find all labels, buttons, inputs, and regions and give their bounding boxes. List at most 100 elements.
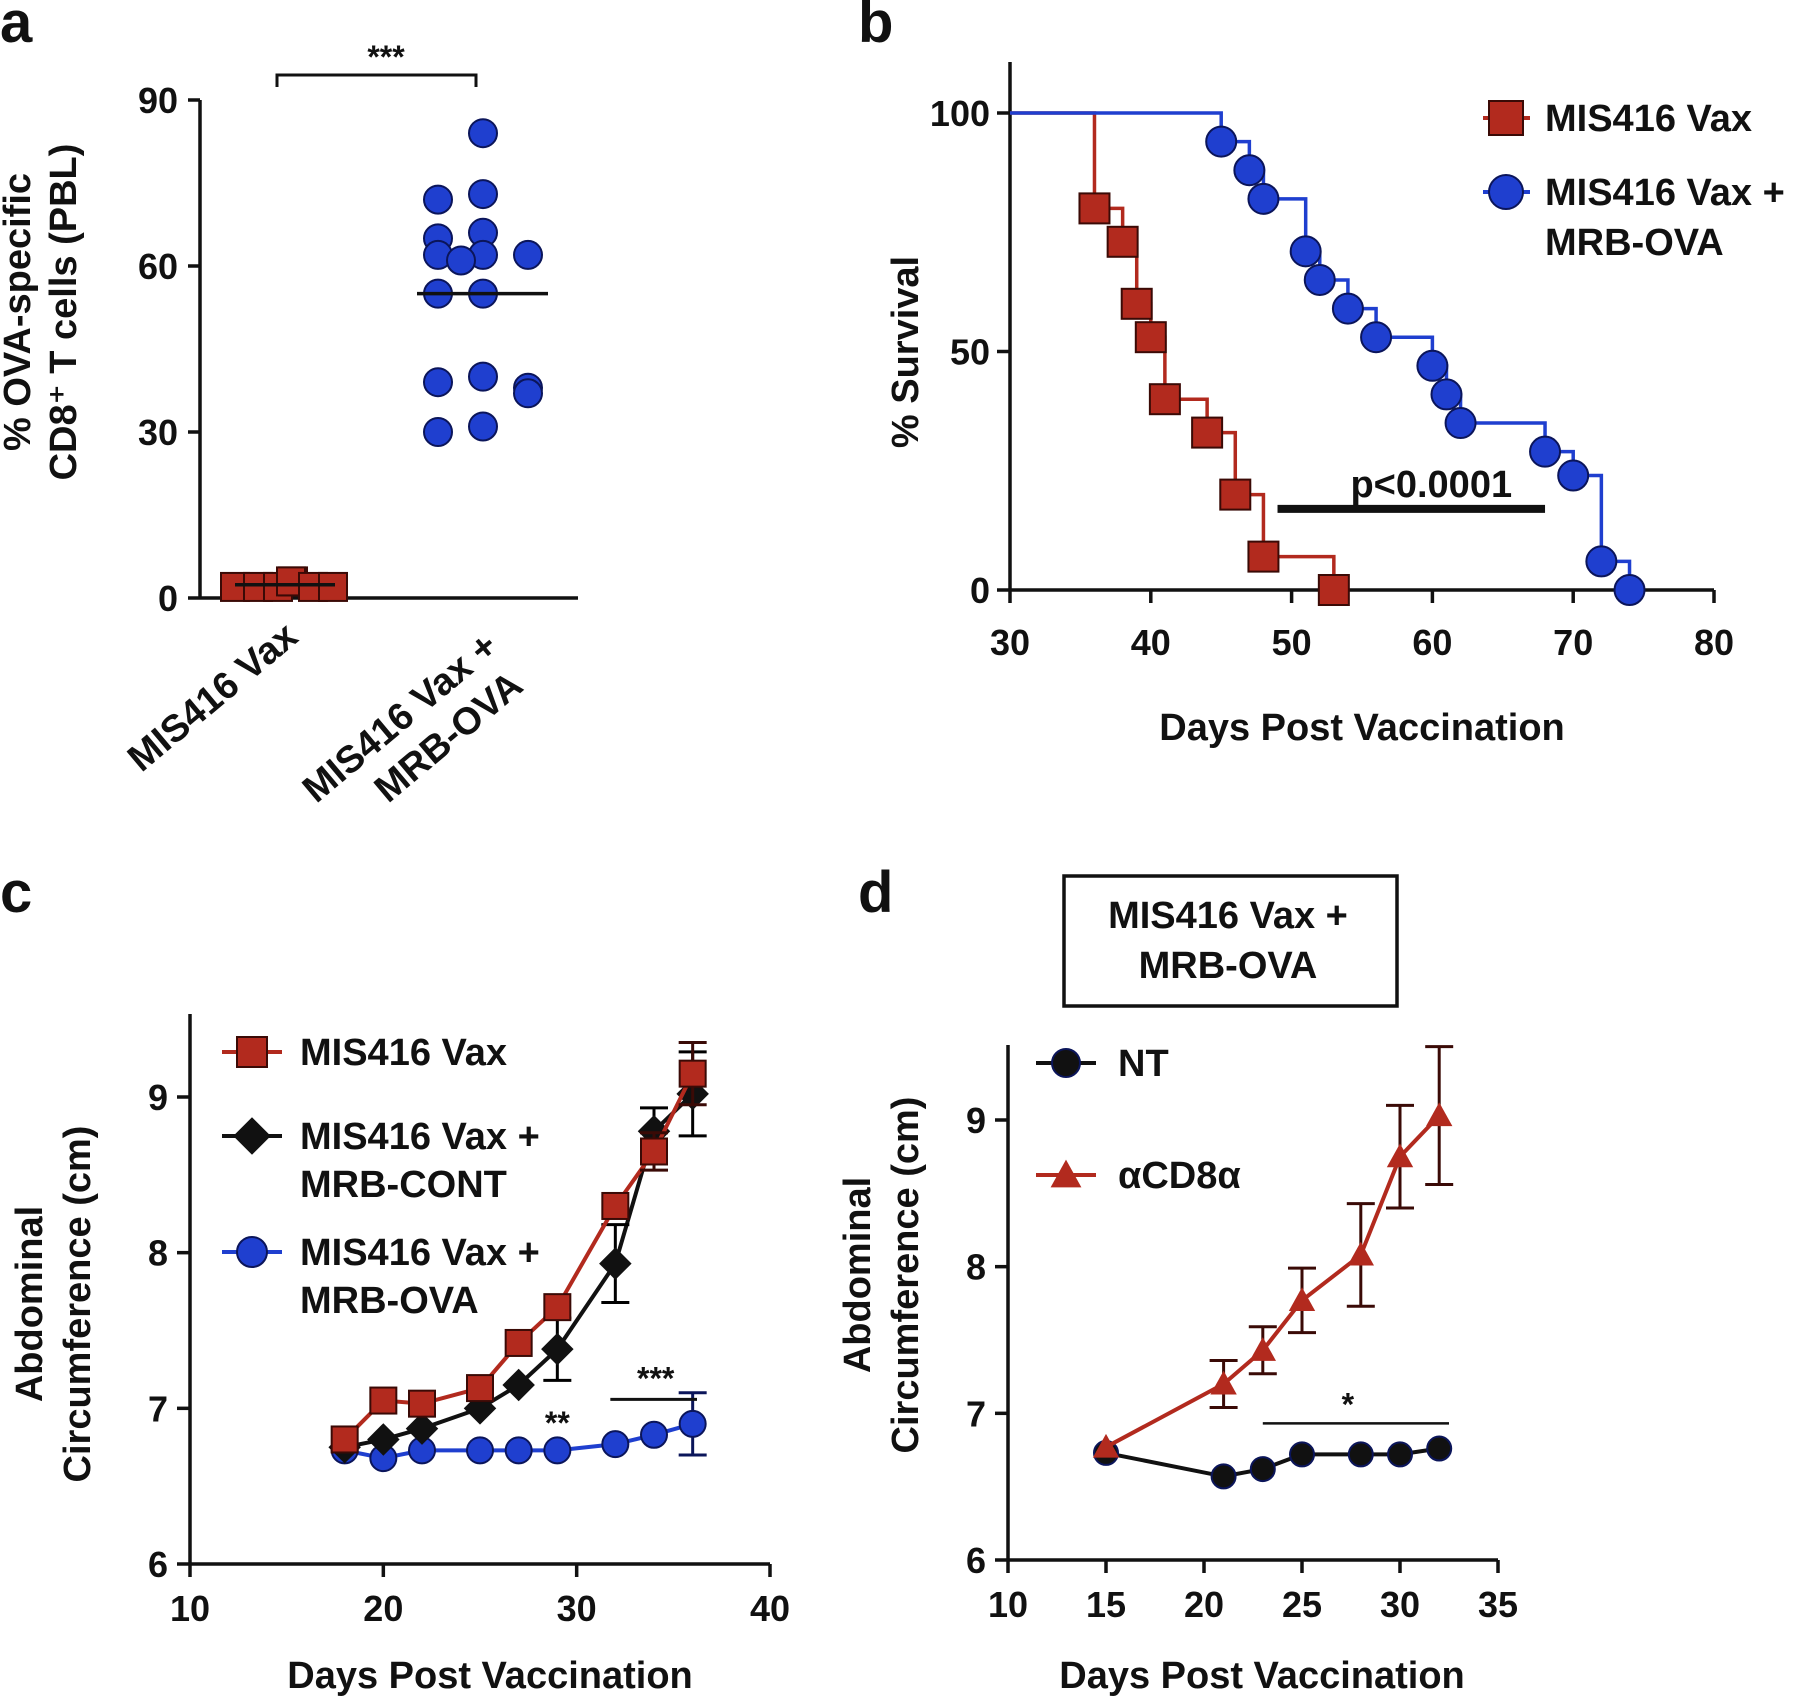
- data-point: [1613, 574, 1646, 606]
- data-point: [408, 1389, 436, 1418]
- data-point: [1092, 1433, 1120, 1458]
- y-tick-label: 7: [148, 1388, 168, 1429]
- y-tick-label: 100: [930, 93, 990, 134]
- data-point: [1289, 1441, 1315, 1468]
- annotation-label: *: [1342, 1386, 1355, 1422]
- x-tick-label: 35: [1478, 1584, 1518, 1625]
- legend-label: MIS416 Vax: [300, 1032, 507, 1074]
- y-axis-title-line: Circumference (cm): [57, 1126, 99, 1483]
- panel-label-a: a: [0, 0, 33, 55]
- data-point: [468, 411, 498, 442]
- data-point: [1288, 1287, 1316, 1311]
- x-tick-label: 10: [170, 1588, 210, 1629]
- data-point: [678, 1059, 707, 1088]
- data-point: [1247, 182, 1280, 215]
- x-tick-label: 80: [1694, 622, 1734, 663]
- data-point: [1585, 545, 1618, 578]
- legend: MIS416 Vax MIS416 Vax + MRB-CONT MIS416 Vax…: [222, 1032, 540, 1322]
- data-point: [1529, 435, 1562, 468]
- x-tick-label: 20: [363, 1588, 403, 1629]
- y-axis-title-line: Circumference (cm): [885, 1097, 927, 1454]
- y-tick-label: 7: [966, 1393, 986, 1434]
- data-point: [1360, 321, 1393, 354]
- panel-a-chart: 0 30 60 90 % OVA-specific CD8⁺ T cells (PBL) M…: [0, 39, 578, 847]
- boxed-title-frame: [1062, 874, 1399, 1008]
- data-point: [640, 1420, 668, 1449]
- data-point: [1233, 154, 1266, 187]
- legend-label: MRB-OVA: [1545, 222, 1724, 264]
- survival-curve: [1010, 111, 1632, 590]
- y-tick-label: 30: [138, 412, 178, 453]
- x-tick-label: 70: [1553, 622, 1593, 663]
- data-point: [446, 245, 476, 276]
- y-axis-title: Abdominal Circumference (cm): [837, 1097, 927, 1454]
- x-axis-title: Days Post Vaccination: [1059, 1655, 1465, 1697]
- significance-label: p<0.0001: [1350, 464, 1512, 506]
- x-tick-label: 25: [1282, 1584, 1322, 1625]
- x-tick-label: 60: [1412, 622, 1452, 663]
- y-axis-title: % OVA-specific CD8⁺ T cells (PBL): [0, 144, 85, 481]
- boxed-title-line: MIS416 Vax +: [1108, 895, 1348, 937]
- panel-c-chart: 10 20 30 40 6 7 8 9 Days Post Vaccination Abdomin…: [9, 1014, 790, 1697]
- y-tick-label: 0: [158, 578, 178, 619]
- y-tick-label: 8: [148, 1233, 168, 1274]
- y-axis-title: Abdominal Circumference (cm): [9, 1126, 99, 1483]
- data-point: [1416, 349, 1449, 382]
- y-tick-label: 90: [138, 80, 178, 121]
- x-axis-title: Days Post Vaccination: [1159, 707, 1565, 749]
- data-point: [318, 571, 348, 602]
- x-tick-label: 30: [990, 622, 1030, 663]
- data-point: [541, 1332, 574, 1366]
- data-point: [468, 118, 498, 149]
- data-point: [1444, 407, 1477, 440]
- boxed-title-line: MRB-OVA: [1139, 945, 1318, 987]
- y-axis-title-line: Abdominal: [9, 1206, 51, 1402]
- data-point: [468, 361, 498, 392]
- data-point: [543, 1436, 572, 1465]
- data-point: [1557, 459, 1590, 492]
- data-point: [504, 1436, 533, 1465]
- x-tick-label: 40: [1131, 622, 1171, 663]
- data-point: [1106, 225, 1139, 258]
- data-point: [405, 1412, 439, 1445]
- x-category-label-line: MIS416 Vax: [120, 615, 306, 780]
- data-point: [502, 1368, 535, 1402]
- legend-label: MIS416 Vax +: [300, 1232, 540, 1274]
- legend: NT αCD8α: [1036, 1043, 1241, 1197]
- data-point: [513, 239, 543, 270]
- y-tick-label: 8: [966, 1247, 986, 1288]
- data-point: [543, 1293, 572, 1322]
- y-tick-label: 6: [966, 1540, 986, 1581]
- data-point: [423, 184, 453, 215]
- legend-marker: [236, 1036, 268, 1068]
- data-point: [1430, 378, 1463, 411]
- data-point: [330, 1425, 359, 1454]
- legend-label: MRB-CONT: [300, 1164, 507, 1206]
- data-point: [678, 1409, 707, 1438]
- x-axis-title: Days Post Vaccination: [287, 1655, 693, 1697]
- legend-marker: [236, 1236, 268, 1268]
- data-point: [1426, 1102, 1453, 1127]
- data-point: [1426, 1435, 1453, 1462]
- data-point: [640, 1137, 668, 1166]
- data-point: [1249, 1456, 1276, 1483]
- y-tick-label: 0: [970, 570, 990, 611]
- y-tick-label: 6: [148, 1544, 168, 1585]
- legend-marker: [1051, 1048, 1081, 1078]
- data-point: [1210, 1370, 1237, 1395]
- significance-label: ***: [367, 39, 405, 75]
- x-category-label: MIS416 Vax +MRB-OVA: [295, 625, 535, 847]
- y-tick-label: 60: [138, 246, 178, 287]
- data-point: [1219, 478, 1252, 511]
- y-axis-title-line: % OVA-specific: [0, 173, 39, 451]
- data-point: [1387, 1441, 1413, 1468]
- legend-label: MRB-OVA: [300, 1280, 479, 1322]
- data-point: [367, 1423, 400, 1456]
- data-point: [1331, 292, 1364, 325]
- data-point: [369, 1386, 398, 1415]
- legend: MIS416 Vax MIS416 Vax + MRB-OVA: [1483, 98, 1785, 264]
- data-point: [466, 1436, 494, 1465]
- legend-marker: [1488, 174, 1524, 210]
- x-tick-label: 15: [1086, 1584, 1126, 1625]
